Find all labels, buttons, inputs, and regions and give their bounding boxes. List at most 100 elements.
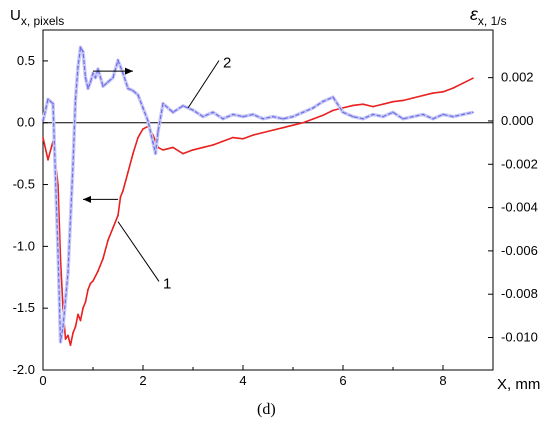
data-point — [147, 120, 149, 122]
data-point — [89, 81, 92, 83]
data-point — [452, 87, 454, 89]
data-point — [132, 152, 134, 155]
right-axis-title-rest: , 1/s — [484, 14, 507, 28]
data-point — [352, 115, 354, 118]
data-point — [72, 332, 74, 334]
data-point — [312, 118, 314, 120]
left-axis-title: Ux, pixels — [10, 7, 64, 28]
data-point — [154, 152, 157, 155]
x-tick-label: 2 — [139, 373, 146, 388]
data-point — [322, 100, 324, 103]
data-point — [79, 319, 82, 322]
data-point — [97, 270, 99, 272]
data-point — [52, 102, 54, 105]
data-point — [272, 115, 274, 118]
series-line-halo — [41, 45, 474, 344]
data-point — [212, 144, 214, 146]
data-point — [172, 146, 174, 149]
data-point — [112, 227, 114, 229]
data-point — [82, 50, 84, 53]
y-right-tick-label: -0.010 — [501, 330, 538, 345]
data-point — [122, 189, 124, 192]
series-layer — [41, 45, 474, 347]
data-point — [332, 109, 334, 112]
data-point — [107, 81, 109, 83]
data-point — [142, 128, 144, 130]
data-point — [82, 307, 84, 309]
y-right-tick-label: -0.006 — [501, 243, 538, 258]
data-point — [92, 72, 94, 75]
y-left-tick-label: 0.5 — [17, 53, 35, 68]
data-point — [202, 115, 204, 118]
data-point — [312, 107, 314, 109]
data-point — [462, 113, 464, 116]
data-point — [402, 99, 404, 102]
y-left-tick-label: -1.5 — [13, 300, 35, 315]
data-point — [472, 77, 474, 80]
annotation-layer: 12 — [83, 54, 231, 292]
data-point — [232, 136, 234, 139]
data-point — [97, 68, 99, 70]
y-right-tick-label: -0.004 — [501, 200, 538, 215]
axis-arrow-head — [83, 195, 91, 203]
data-point — [57, 183, 59, 186]
data-point — [322, 114, 324, 117]
y-left-tick-label: 0.0 — [17, 115, 35, 130]
annotation-label: 1 — [163, 275, 171, 292]
data-point — [432, 117, 434, 120]
data-point — [232, 113, 234, 116]
data-point — [102, 85, 104, 88]
data-point — [162, 149, 164, 151]
y-right-tick-label: 0.002 — [501, 70, 534, 85]
series-2 — [41, 45, 474, 344]
data-point — [107, 239, 109, 241]
data-point — [157, 130, 159, 133]
data-point — [77, 66, 79, 68]
data-point — [72, 163, 74, 166]
data-point — [119, 66, 122, 68]
left-axis-title-sub: x — [21, 14, 27, 28]
data-point — [412, 97, 414, 99]
y-left-tick-label: -1.0 — [13, 238, 35, 253]
plot-area: 12 — [41, 29, 494, 371]
x-tick-label: 4 — [239, 373, 246, 388]
plot-frame — [42, 29, 494, 371]
data-point — [262, 131, 264, 134]
data-point — [302, 121, 304, 124]
data-point — [182, 104, 184, 107]
data-point — [69, 344, 72, 347]
data-point — [352, 104, 354, 107]
data-point — [402, 117, 404, 120]
data-point — [172, 111, 174, 114]
x-axis: 0 2 4 6 8 — [39, 365, 447, 388]
right-axis-title-main: ε — [470, 4, 479, 24]
data-point — [92, 280, 94, 282]
annotation-leader — [117, 221, 160, 282]
data-point — [89, 282, 92, 285]
y-right-tick-label: 0.000 — [501, 113, 534, 128]
left-axis-title-rest: , pixels — [27, 14, 64, 28]
right-axis-title: εx, 1/s — [470, 4, 507, 28]
y-left-tick-label: -0.5 — [13, 177, 35, 192]
y-right-axis: -0.010 -0.008 -0.006 -0.004 -0.002 0.000 0.002 — [488, 70, 538, 345]
data-point — [342, 107, 344, 109]
data-point — [62, 325, 64, 328]
data-point — [212, 111, 214, 114]
data-point — [292, 115, 294, 118]
panel-label: (d) — [257, 401, 276, 418]
data-point — [102, 257, 104, 260]
data-point — [272, 129, 274, 131]
data-point — [57, 250, 59, 252]
data-point — [222, 140, 224, 143]
x-axis-title: X, mm — [497, 376, 540, 393]
data-point — [117, 214, 119, 217]
data-point — [412, 115, 414, 118]
data-point — [372, 105, 374, 108]
data-point — [442, 113, 444, 116]
data-point — [127, 171, 129, 173]
data-point — [422, 94, 424, 97]
data-point — [137, 94, 139, 96]
data-point — [59, 257, 62, 260]
data-point — [84, 76, 87, 79]
